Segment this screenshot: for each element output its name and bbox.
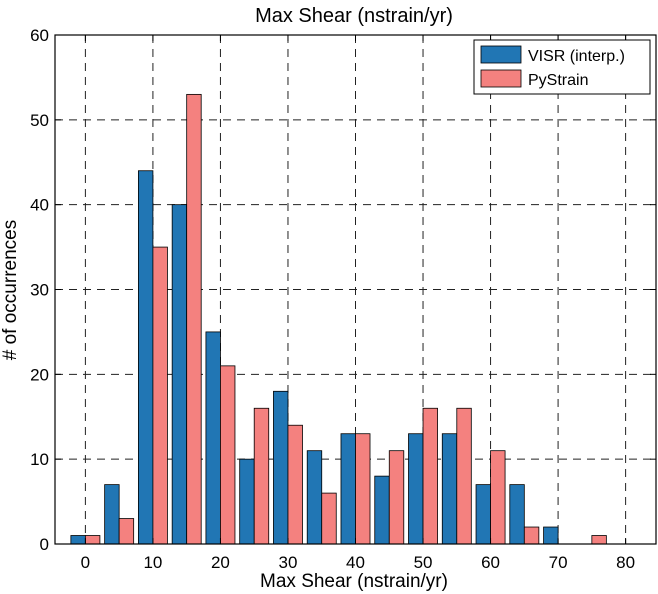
bar-pystrain: [490, 450, 506, 545]
bar-pystrain: [253, 407, 270, 545]
y-tick-label: 50: [30, 111, 49, 130]
bar-pystrain: [591, 535, 607, 545]
legend-label: VISR (interp.): [528, 48, 625, 65]
x-tick-label: 70: [549, 553, 568, 572]
bar-pystrain: [388, 450, 405, 545]
bar-pystrain: [287, 424, 303, 545]
bar-visr: [509, 484, 525, 545]
bar-pystrain: [321, 492, 337, 545]
x-tick-label: 30: [279, 553, 298, 572]
bar-visr: [104, 484, 120, 545]
legend-label: PyStrain: [528, 72, 588, 89]
y-axis-label: # of occurrences: [0, 220, 21, 360]
y-tick-label: 40: [30, 196, 49, 215]
bar-pystrain: [220, 365, 236, 545]
bar-pystrain: [186, 93, 202, 545]
bar-visr: [306, 450, 323, 545]
bar-pystrain: [523, 526, 540, 545]
bars: [70, 93, 607, 545]
axes: 0 10 20 30 40 50 60 70 80 0 10 20 30 40 50 60: [30, 26, 657, 572]
bar-visr: [137, 170, 154, 545]
bar-visr: [475, 484, 491, 545]
bar-pystrain: [118, 518, 135, 545]
x-tick-label: 50: [414, 553, 433, 572]
legend-swatch: [480, 45, 522, 64]
bar-visr: [340, 433, 356, 545]
y-tick-label: 60: [30, 26, 49, 45]
bar-visr: [239, 458, 255, 545]
y-tick-label: 20: [30, 365, 49, 384]
bar-visr: [273, 390, 289, 545]
x-tick-label: 80: [616, 553, 635, 572]
y-tick-label: 10: [30, 450, 49, 469]
bar-visr: [205, 331, 221, 545]
y-tick-label: 0: [40, 535, 49, 554]
x-tick-label: 10: [143, 553, 162, 572]
legend-swatch: [480, 69, 522, 88]
y-tick-label: 30: [30, 281, 49, 300]
x-tick-label: 40: [346, 553, 365, 572]
chart-title: Max Shear (nstrain/yr): [255, 5, 453, 27]
bar-pystrain: [456, 407, 472, 545]
bar-pystrain: [355, 433, 371, 545]
bar-pystrain: [422, 407, 438, 545]
bar-pystrain: [152, 246, 168, 545]
bar-visr: [543, 526, 559, 545]
x-tick-label: 0: [81, 553, 90, 572]
bar-visr: [171, 204, 188, 545]
legend: VISR (interp.) PyStrain: [473, 39, 651, 95]
x-axis-label: Max Shear (nstrain/yr): [260, 571, 448, 592]
x-tick-label: 20: [211, 553, 230, 572]
bar-visr: [374, 475, 390, 545]
bar-visr: [441, 433, 458, 545]
bar-visr: [408, 433, 424, 545]
bar-pystrain: [84, 535, 101, 545]
bar-visr: [70, 535, 86, 545]
x-tick-label: 60: [481, 553, 500, 572]
